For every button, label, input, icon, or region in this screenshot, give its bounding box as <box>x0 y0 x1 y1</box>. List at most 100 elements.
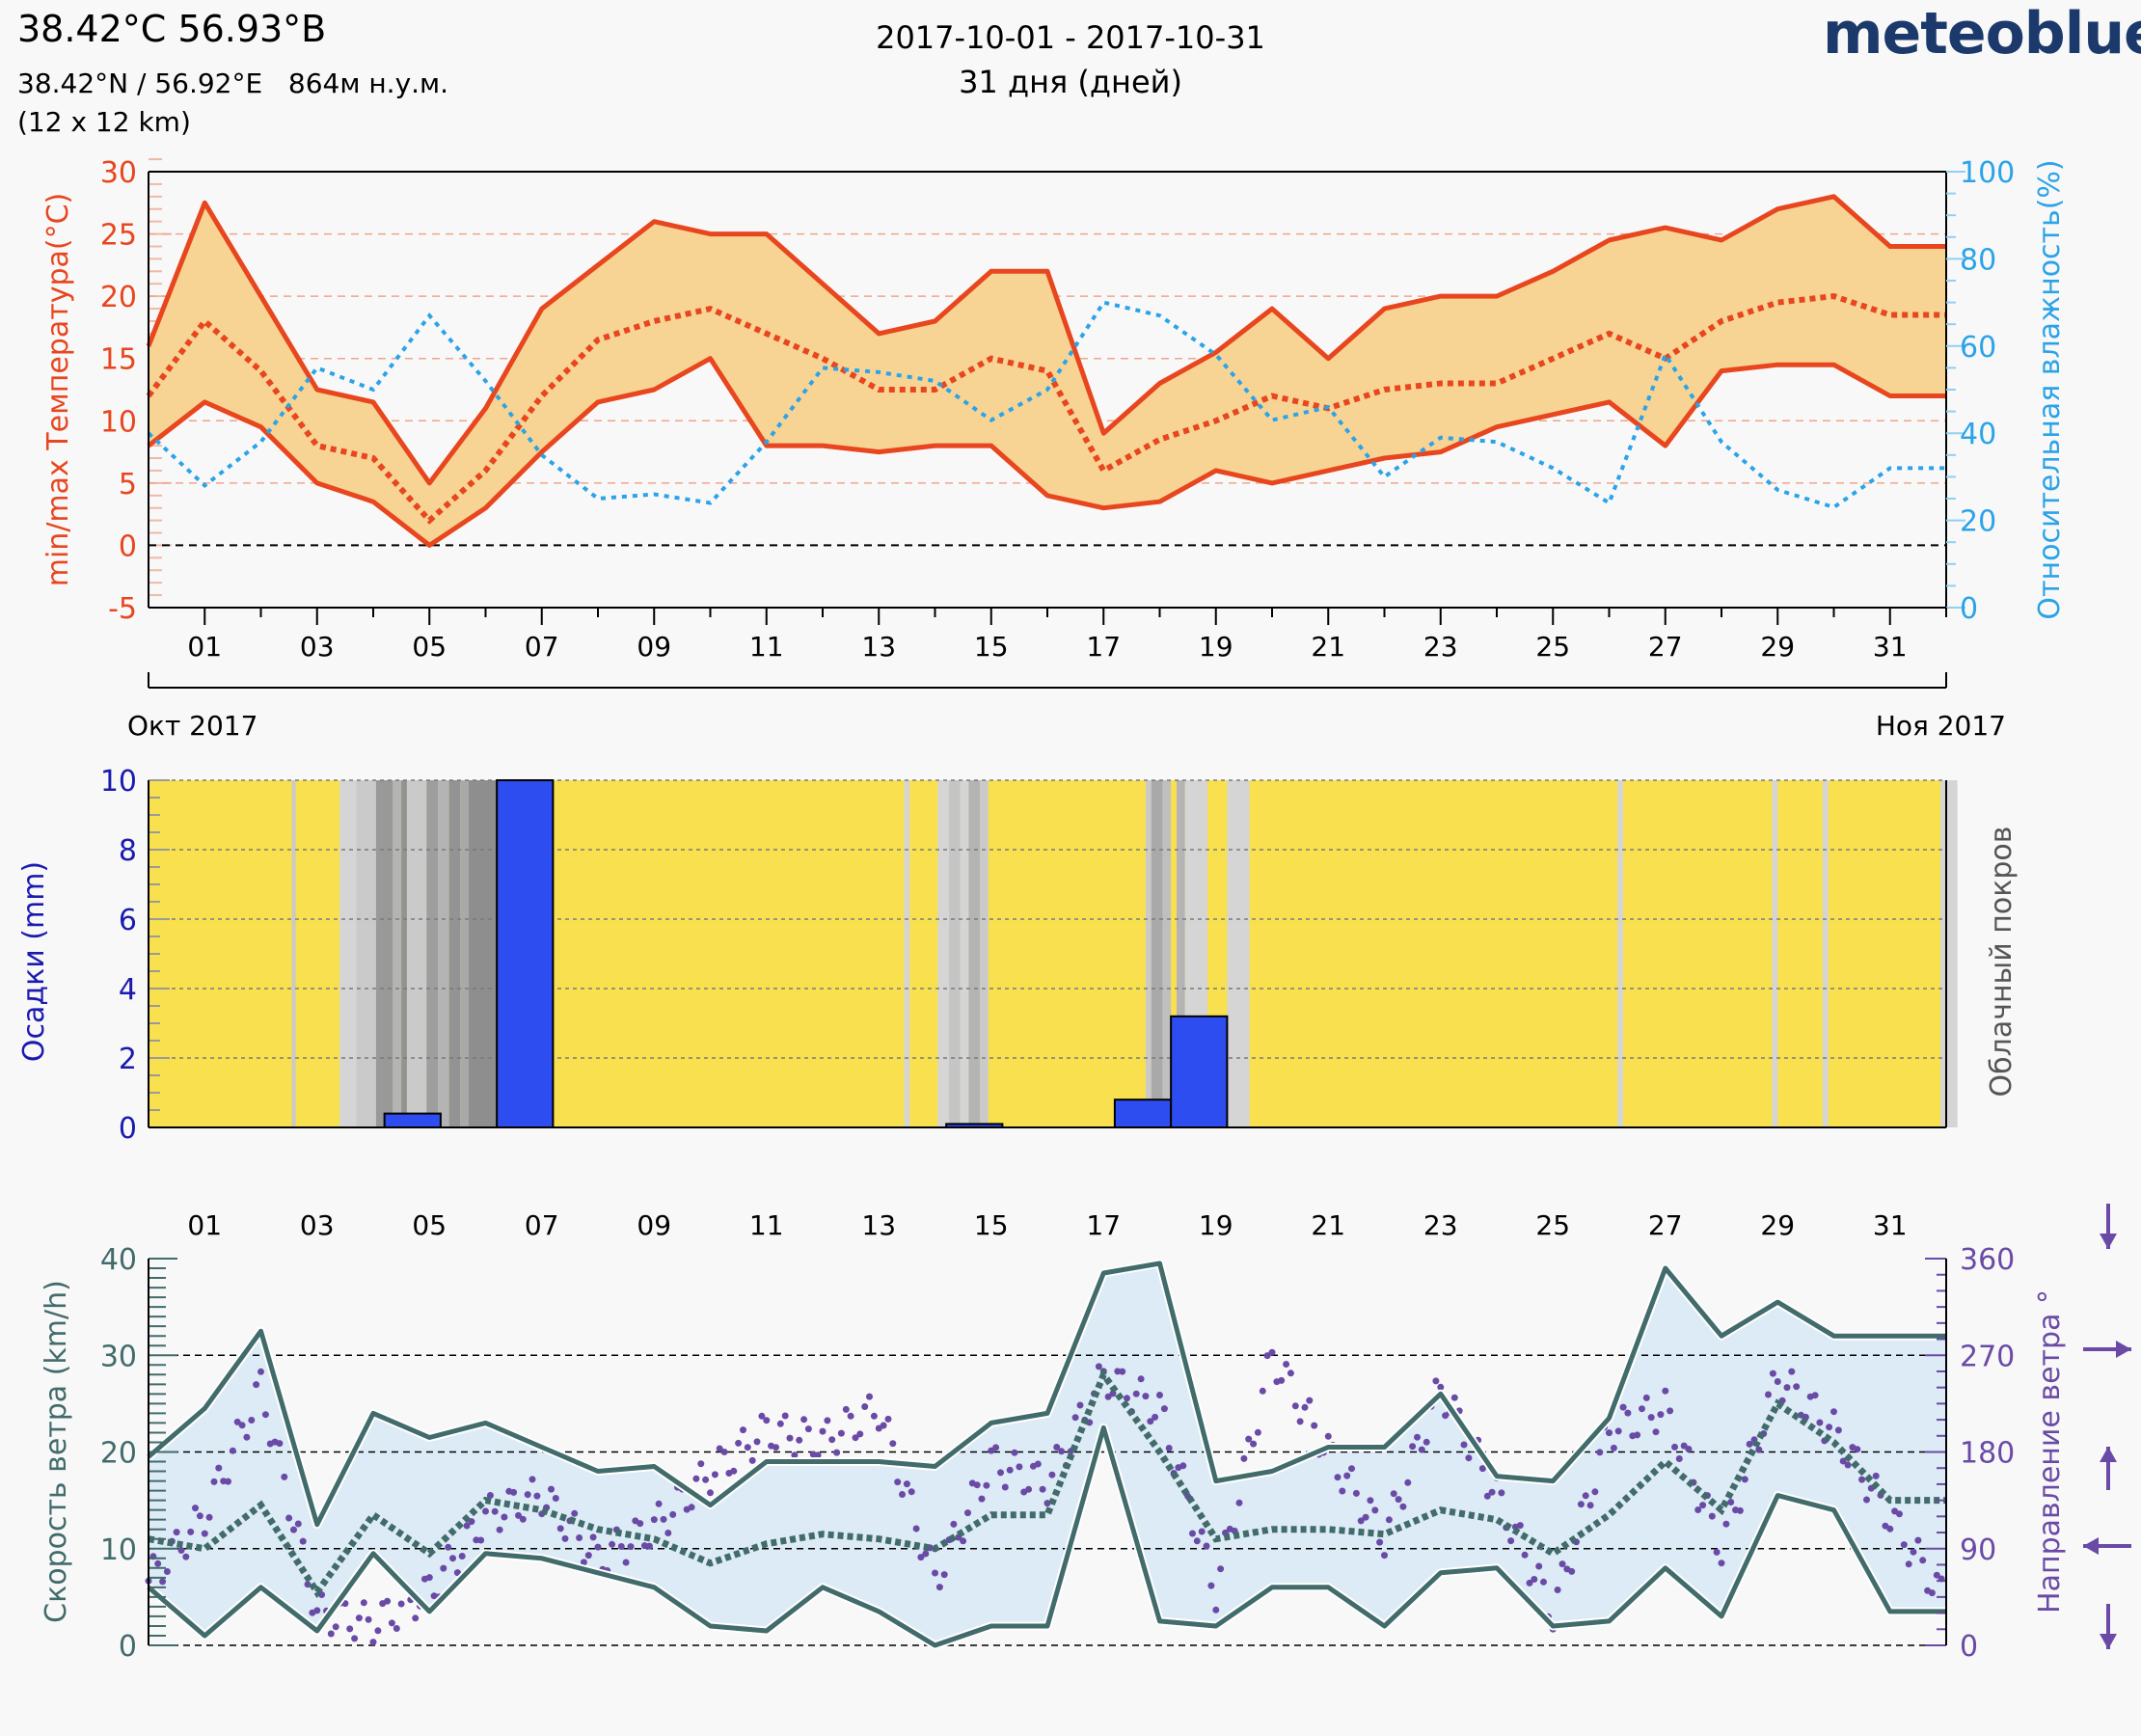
wind-direction-point <box>1053 1444 1061 1451</box>
temp-axis-title: min/max Температура(°C) <box>41 193 75 587</box>
wind-direction-point <box>1619 1403 1627 1411</box>
period-range: 2017-10-01 - 2017-10-31 <box>876 19 1265 56</box>
wind-direction-point <box>1324 1432 1332 1440</box>
wind-day-tick-label: 31 <box>1873 1209 1908 1241</box>
wind-direction-point <box>248 1417 256 1424</box>
wind-direction-point <box>1647 1414 1655 1422</box>
cloud-cover-band <box>1772 780 1778 1127</box>
wind-direction-point <box>1001 1483 1009 1491</box>
cloud-cover-band <box>460 780 470 1127</box>
precip-bar <box>383 1112 442 1128</box>
wind-direction-point <box>1531 1576 1538 1583</box>
wind-direction-point <box>1124 1395 1130 1402</box>
wind-direction-point <box>1203 1542 1210 1550</box>
cloud-cover-band <box>393 780 402 1127</box>
wind-direction-point <box>983 1481 990 1489</box>
wind-direction-point <box>1311 1422 1318 1429</box>
wind-axis-title: Скорость ветра (km/h) <box>40 1280 73 1623</box>
wind-direction-point <box>519 1515 527 1523</box>
wind-direction-point <box>950 1520 958 1528</box>
wind-direction-point <box>1058 1448 1066 1455</box>
wind-direction-point <box>355 1614 363 1622</box>
day-tick-label: 13 <box>861 631 896 663</box>
wind-direction-point <box>205 1513 213 1521</box>
temp-tick-label: 10 <box>100 405 137 439</box>
wind-direction-point <box>453 1569 461 1577</box>
east-arrow-icon-head <box>2116 1341 2131 1358</box>
wind-direction-point <box>688 1504 695 1511</box>
wind-direction-point <box>650 1516 658 1524</box>
wind-direction-point <box>1254 1428 1261 1436</box>
wind-direction-point <box>196 1512 203 1520</box>
wind-direction-point <box>1488 1488 1496 1496</box>
wind-direction-point <box>1606 1429 1613 1437</box>
north-arrow-bottom-icon-head <box>2100 1634 2117 1649</box>
wind-direction-point <box>571 1509 579 1517</box>
wind-direction-point <box>1675 1455 1683 1462</box>
cloud-cover-band <box>904 780 910 1127</box>
humidity-tick-label: 0 <box>1960 592 1978 626</box>
wind-direction-point <box>215 1464 223 1472</box>
wind-direction-point <box>1793 1383 1801 1391</box>
wind-direction-point <box>637 1520 644 1528</box>
wind-direction-point <box>978 1495 986 1503</box>
day-tick-label: 15 <box>974 631 1009 663</box>
wind-direction-point <box>1114 1368 1122 1375</box>
wind-direction-point <box>1104 1393 1112 1400</box>
wind-direction-point <box>1718 1560 1725 1567</box>
wind-direction-point <box>1076 1401 1084 1409</box>
wind-day-tick-label: 05 <box>412 1209 447 1241</box>
direction-tick-label: 90 <box>1960 1533 1996 1567</box>
wind-direction-point <box>261 1411 269 1419</box>
wind-direction-point <box>1385 1516 1393 1524</box>
wind-direction-point <box>1263 1352 1271 1360</box>
humidity-tick-label: 20 <box>1960 505 1996 539</box>
wind-direction-point <box>425 1574 433 1582</box>
wind-direction-point <box>1699 1502 1707 1509</box>
wind-direction-point <box>1423 1438 1430 1446</box>
wind-direction-point <box>290 1526 297 1533</box>
wind-direction-point <box>1278 1376 1286 1384</box>
wind-tick-label: 0 <box>119 1630 137 1664</box>
wind-direction-point <box>1774 1378 1781 1385</box>
wind-day-tick-label: 25 <box>1535 1209 1570 1241</box>
humidity-tick-label: 100 <box>1960 156 2015 190</box>
wind-direction-point <box>1933 1571 1940 1579</box>
wind-direction-point <box>1910 1548 1917 1556</box>
wind-direction-point <box>1521 1551 1529 1559</box>
wind-direction-point <box>1156 1392 1163 1398</box>
cloud-axis-title: Облачный покров <box>1985 827 2019 1098</box>
wind-direction-point <box>1667 1407 1674 1415</box>
wind-direction-point <box>1722 1520 1730 1528</box>
wind-direction-point <box>445 1543 452 1551</box>
wind-direction-point <box>912 1525 920 1533</box>
wind-direction-point <box>1235 1499 1243 1506</box>
wind-direction-point <box>645 1542 653 1550</box>
wind-direction-point <box>440 1564 447 1572</box>
wind-direction-point <box>1886 1525 1894 1533</box>
wind-direction-point <box>940 1571 948 1579</box>
wind-direction-point <box>589 1533 597 1541</box>
wind-direction-point <box>791 1451 799 1459</box>
day-tick-label: 27 <box>1648 631 1683 663</box>
cloud-cover-band <box>1940 780 1958 1127</box>
wind-direction-point <box>1914 1536 1922 1544</box>
wind-direction-point <box>964 1509 971 1517</box>
wind-direction-point <box>1137 1375 1145 1383</box>
cloud-cover-band <box>1151 780 1163 1127</box>
wind-direction-point <box>1746 1440 1753 1448</box>
wind-direction-point <box>740 1426 746 1434</box>
wind-direction-point <box>1483 1492 1491 1500</box>
wind-direction-point <box>477 1536 485 1544</box>
precip-axis-title: Осадки (mm) <box>17 861 51 1062</box>
wind-direction-point <box>1755 1446 1763 1453</box>
wind-tick-label: 10 <box>100 1533 137 1567</box>
wind-direction-point <box>332 1623 339 1631</box>
wind-direction-point <box>552 1495 559 1502</box>
wind-day-tick-label: 27 <box>1648 1209 1683 1241</box>
wind-direction-point <box>1147 1418 1154 1425</box>
wind-direction-point <box>510 1488 518 1496</box>
wind-direction-point <box>776 1420 784 1427</box>
precip-tick-label: 2 <box>119 1043 137 1076</box>
